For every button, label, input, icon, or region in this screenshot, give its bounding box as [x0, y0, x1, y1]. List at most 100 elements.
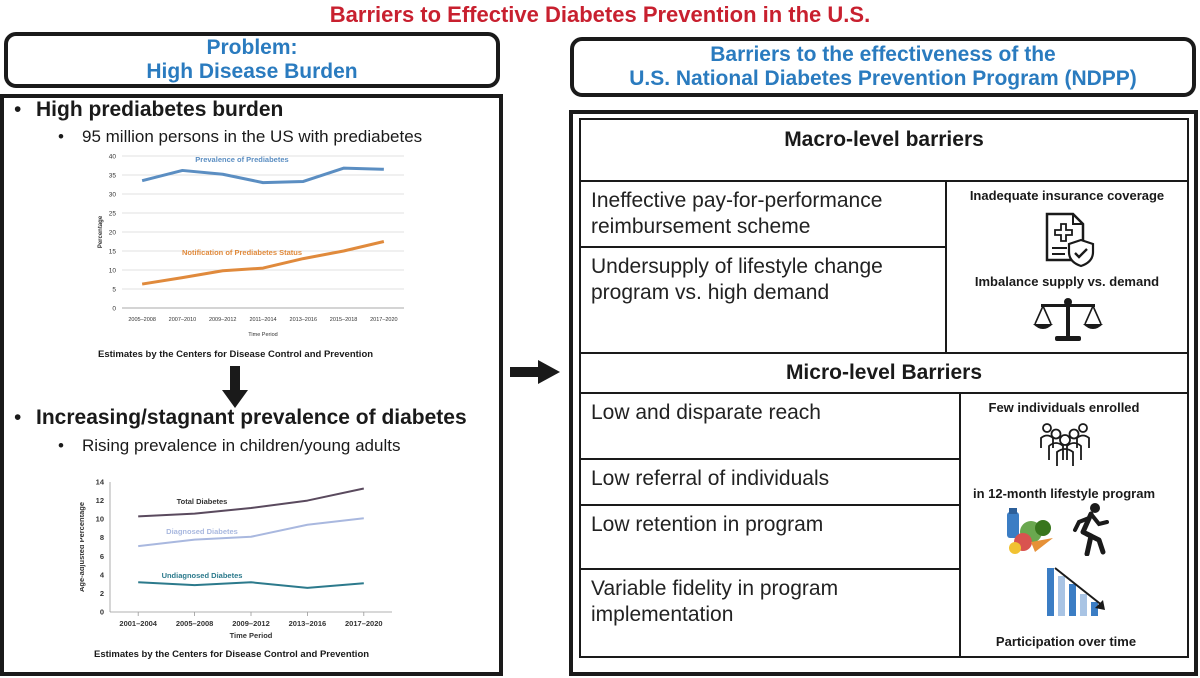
- series-label-2: Undiagnosed Diabetes: [162, 571, 243, 580]
- micro-item-3: Low retention in program: [591, 513, 824, 536]
- bullet-diabetes-text: Increasing/stagnant prevalence of diabet…: [36, 406, 467, 429]
- caption-cdc-1: Estimates by the Centers for Disease Con…: [98, 349, 374, 360]
- x-tick-label: 2009–2012: [232, 619, 270, 628]
- bullet-dot: •: [14, 406, 22, 429]
- macro-item-2-cell: Undersupply of lifestyle change program …: [579, 246, 947, 354]
- macro-item-1: Ineffective pay-for-performance reimburs…: [591, 189, 883, 238]
- y-tick-label: 0: [112, 306, 116, 313]
- macro-title-cell: Macro-level barriers: [579, 118, 1189, 182]
- y-tick-label: 14: [96, 478, 105, 487]
- micro-side-cell: Few individuals enrolled in 12-month lif…: [959, 392, 1189, 658]
- problem-header: Problem: High Disease Burden: [4, 32, 500, 88]
- micro-item-1-cell: Low and disparate reach: [579, 392, 961, 460]
- sub-dot: •: [58, 436, 64, 455]
- macro-side-cell: Inadequate insurance coverage Imbalance …: [945, 180, 1189, 354]
- micro-item-1: Low and disparate reach: [591, 401, 821, 424]
- down-arrow-icon: [222, 366, 248, 408]
- micro-item-3-cell: Low retention in program: [579, 504, 961, 570]
- y-axis-label: Age-adjusted Percentage: [80, 502, 86, 592]
- micro-title-cell: Micro-level Barriers: [579, 352, 1189, 394]
- ndpp-header-line1: Barriers to the effectiveness of the: [710, 43, 1056, 66]
- lifestyle-program-label: in 12-month lifestyle program: [972, 486, 1156, 501]
- bullet-prediabetes: • High prediabetes burden: [14, 98, 283, 122]
- series-line-1: [138, 517, 364, 548]
- micro-item-4-cell: Variable fidelity in program implementat…: [579, 568, 961, 658]
- x-tick-label: 2009–2012: [209, 317, 237, 323]
- balance-scale-icon: [1033, 298, 1103, 341]
- y-tick-label: 30: [109, 192, 117, 199]
- x-tick-label: 2007–2010: [169, 317, 197, 323]
- x-tick-label: 2011–2014: [249, 317, 276, 323]
- series-line-0: [138, 487, 365, 518]
- healthy-food-icon: [1007, 508, 1053, 554]
- y-tick-label: 8: [100, 533, 104, 542]
- bullet-diabetes: • Increasing/stagnant prevalence of diabe…: [14, 406, 467, 430]
- sub-prediabetes: • 95 million persons in the US with predi…: [58, 127, 422, 147]
- micro-item-2-cell: Low referral of individuals: [579, 458, 961, 506]
- insurance-document-shield-icon: [1045, 212, 1095, 268]
- y-tick-label: 2: [100, 589, 104, 598]
- micro-title: Micro-level Barriers: [785, 361, 983, 384]
- y-tick-label: 6: [100, 552, 104, 561]
- macro-item-1-cell: Ineffective pay-for-performance reimburs…: [579, 180, 947, 248]
- diabetes-plot-area: 0 2 4 6 8 10 12 14 2001–2004 2005–2008 2009–2012 20…: [80, 478, 392, 640]
- diabetes-chart: 0 2 4 6 8 10 12 14 2001–2004 2005–2008 2009–2012 20…: [80, 478, 392, 640]
- macro-title: Macro-level barriers: [784, 128, 984, 151]
- participation-label: Participation over time: [995, 634, 1137, 649]
- series-label-1: Diagnosed Diabetes: [166, 527, 238, 536]
- prediabetes-plot-area: 0 5 10 15 20 25 30 35 40 2005–2008 2007–2010 2009–2…: [98, 154, 404, 338]
- x-tick-label: 2001–2004: [119, 619, 157, 628]
- y-tick-label: 20: [109, 230, 117, 237]
- problem-header-line1: Problem:: [206, 36, 298, 59]
- group-of-people-icon: [1040, 423, 1090, 466]
- main-title: Barriers to Effective Diabetes Preventio…: [329, 2, 871, 27]
- y-tick-label: 4: [100, 570, 105, 579]
- y-axis-label: Percentage: [98, 215, 104, 248]
- micro-item-4: Variable fidelity in program implementat…: [591, 577, 839, 626]
- micro-item-2: Low referral of individuals: [591, 467, 830, 490]
- sub-prediabetes-text: 95 million persons in the US with predia…: [82, 127, 423, 146]
- x-tick-label: 2013–2016: [290, 317, 318, 323]
- x-tick-label: 2017–2020: [345, 619, 383, 628]
- series-label-1: Notification of Prediabetes Status: [182, 248, 302, 257]
- few-enrolled-label: Few individuals enrolled: [988, 400, 1140, 415]
- insurance-label: Inadequate insurance coverage: [969, 188, 1165, 203]
- x-tick-label: 2017–2020: [370, 317, 398, 323]
- x-axis-label: Time Period: [230, 631, 273, 640]
- declining-bar-chart-icon: [1047, 567, 1105, 616]
- series-label-0: Prevalence of Prediabetes: [195, 155, 288, 164]
- y-tick-label: 12: [96, 496, 104, 505]
- ndpp-header-line2: U.S. National Diabetes Prevention Progra…: [629, 67, 1137, 90]
- sub-diabetes: • Rising prevalence in children/young adu…: [58, 436, 400, 456]
- sub-diabetes-text: Rising prevalence in children/young adul…: [82, 436, 401, 455]
- series-label-0: Total Diabetes: [177, 497, 228, 506]
- y-tick-label: 10: [96, 515, 104, 524]
- y-tick-label: 40: [109, 154, 117, 161]
- bullet-prediabetes-text: High prediabetes burden: [36, 98, 284, 121]
- x-tick-label: 2005–2008: [128, 317, 156, 323]
- y-tick-label: 25: [109, 211, 117, 218]
- series-line-2: [138, 581, 364, 589]
- ndpp-header: Barriers to the effectiveness of the U.S…: [570, 37, 1196, 97]
- series-line-1: [141, 240, 385, 286]
- right-arrow-icon: [510, 360, 560, 384]
- problem-header-line2: High Disease Burden: [146, 60, 358, 83]
- y-tick-label: 15: [109, 249, 117, 256]
- y-tick-label: 35: [109, 173, 117, 180]
- series-line-0: [141, 166, 384, 185]
- y-tick-label: 0: [100, 608, 104, 617]
- running-person-icon: [1073, 503, 1109, 556]
- imbalance-label: Imbalance supply vs. demand: [974, 274, 1160, 289]
- bullet-dot: •: [14, 98, 22, 121]
- x-axis-label: Time Period: [248, 332, 277, 338]
- macro-item-2: Undersupply of lifestyle change program …: [591, 255, 883, 304]
- y-tick-label: 10: [109, 268, 117, 275]
- x-tick-label: 2013–2016: [289, 619, 327, 628]
- x-tick-label: 2005–2008: [176, 619, 214, 628]
- problem-panel: [0, 94, 503, 676]
- sub-dot: •: [58, 127, 64, 146]
- caption-cdc-2: Estimates by the Centers for Disease Con…: [94, 649, 370, 660]
- prediabetes-chart: 0 5 10 15 20 25 30 35 40 2005–2008 2007–2010 2009–2…: [98, 154, 404, 338]
- x-tick-label: 2015–2018: [330, 317, 358, 323]
- y-tick-label: 5: [112, 287, 116, 294]
